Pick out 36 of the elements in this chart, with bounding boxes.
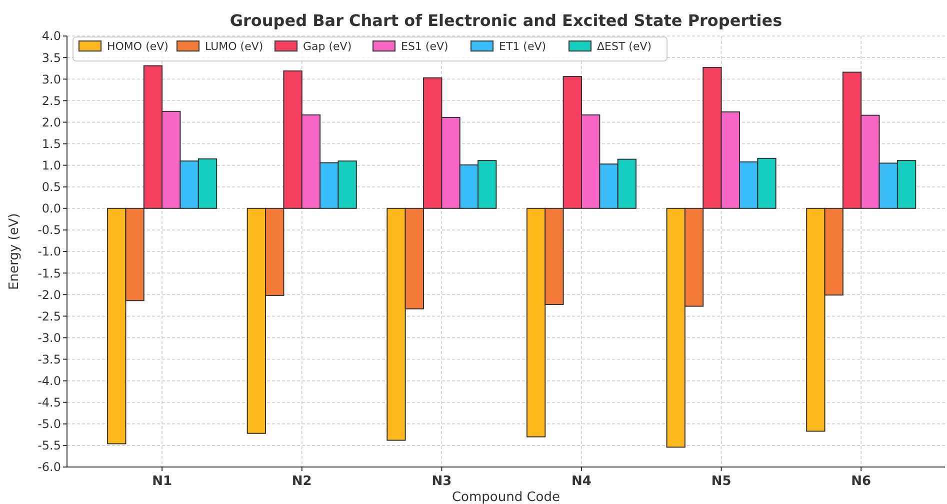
x-tick-label: N2 <box>292 474 312 489</box>
y-tick-label: -1.0 <box>38 244 61 259</box>
y-axis-title: Energy (eV) <box>7 213 22 290</box>
x-tick-label: N4 <box>572 474 592 489</box>
y-tick-label: 3.0 <box>42 72 61 86</box>
y-tick-label: -4.5 <box>38 396 61 410</box>
x-axis-title: Compound Code <box>452 490 560 504</box>
y-tick-label: 1.0 <box>42 158 61 172</box>
y-tick-label: 2.5 <box>42 94 61 108</box>
y-tick-label: -3.0 <box>38 330 61 345</box>
y-tick-label: 0.5 <box>42 180 61 194</box>
x-tick-label: N6 <box>851 474 872 489</box>
x-tick-label: N1 <box>152 474 172 489</box>
legend-label: ΔEST (eV) <box>597 40 652 53</box>
y-tick-label: -5.5 <box>38 438 61 453</box>
legend-label: ET1 (eV) <box>499 40 546 53</box>
y-tick-label: -4.0 <box>38 374 61 388</box>
y-tick-label: 0.0 <box>42 202 61 216</box>
y-tick-label: -0.5 <box>38 223 61 238</box>
chart-title: Grouped Bar Chart of Electronic and Excited State Properties <box>230 11 782 30</box>
x-tick-label: N3 <box>432 474 452 489</box>
y-tick-label: -5.0 <box>38 417 61 432</box>
legend-label: HOMO (eV) <box>107 40 168 53</box>
y-tick-label: 2.0 <box>42 115 61 130</box>
y-tick-label: -1.5 <box>38 266 61 280</box>
y-tick-label: -2.5 <box>38 309 61 324</box>
y-tick-label: -3.5 <box>38 352 61 366</box>
legend-label: LUMO (eV) <box>205 40 264 53</box>
y-tick-label: 4.0 <box>42 29 61 44</box>
y-tick-label: 1.5 <box>42 136 61 151</box>
legend-label: ES1 (eV) <box>401 40 448 53</box>
y-tick-label: -6.0 <box>38 460 61 474</box>
y-tick-label: -2.0 <box>38 288 61 302</box>
x-tick-label: N5 <box>711 474 732 489</box>
y-tick-label: 3.5 <box>42 50 61 65</box>
legend-label: Gap (eV) <box>303 40 352 53</box>
